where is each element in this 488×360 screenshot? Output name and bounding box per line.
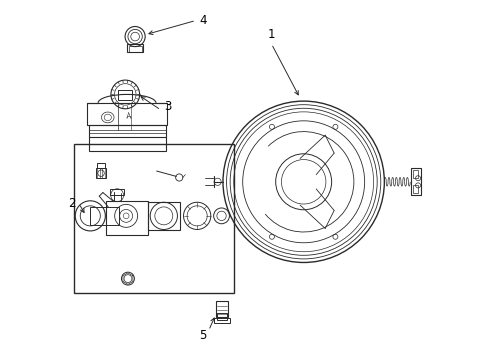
Text: 4: 4 (199, 14, 206, 27)
Bar (110, 189, 124, 195)
Text: 1: 1 (267, 28, 275, 41)
Bar (128, 46, 142, 51)
Bar (118, 90, 132, 100)
Bar (217, 313, 226, 320)
Bar (74, 144, 233, 293)
Text: 2: 2 (68, 197, 75, 210)
Text: 3: 3 (163, 100, 171, 113)
Bar (96, 168, 106, 178)
Bar (90, 207, 119, 225)
Bar (88, 125, 165, 151)
Bar (410, 168, 421, 195)
Text: 5: 5 (199, 329, 206, 342)
Bar (412, 185, 417, 193)
Bar (412, 170, 417, 178)
Bar (147, 202, 180, 230)
Bar (106, 201, 147, 235)
Bar (86, 103, 167, 125)
Bar (97, 163, 105, 168)
Bar (215, 301, 228, 317)
Bar (214, 318, 230, 323)
Bar (127, 44, 142, 51)
